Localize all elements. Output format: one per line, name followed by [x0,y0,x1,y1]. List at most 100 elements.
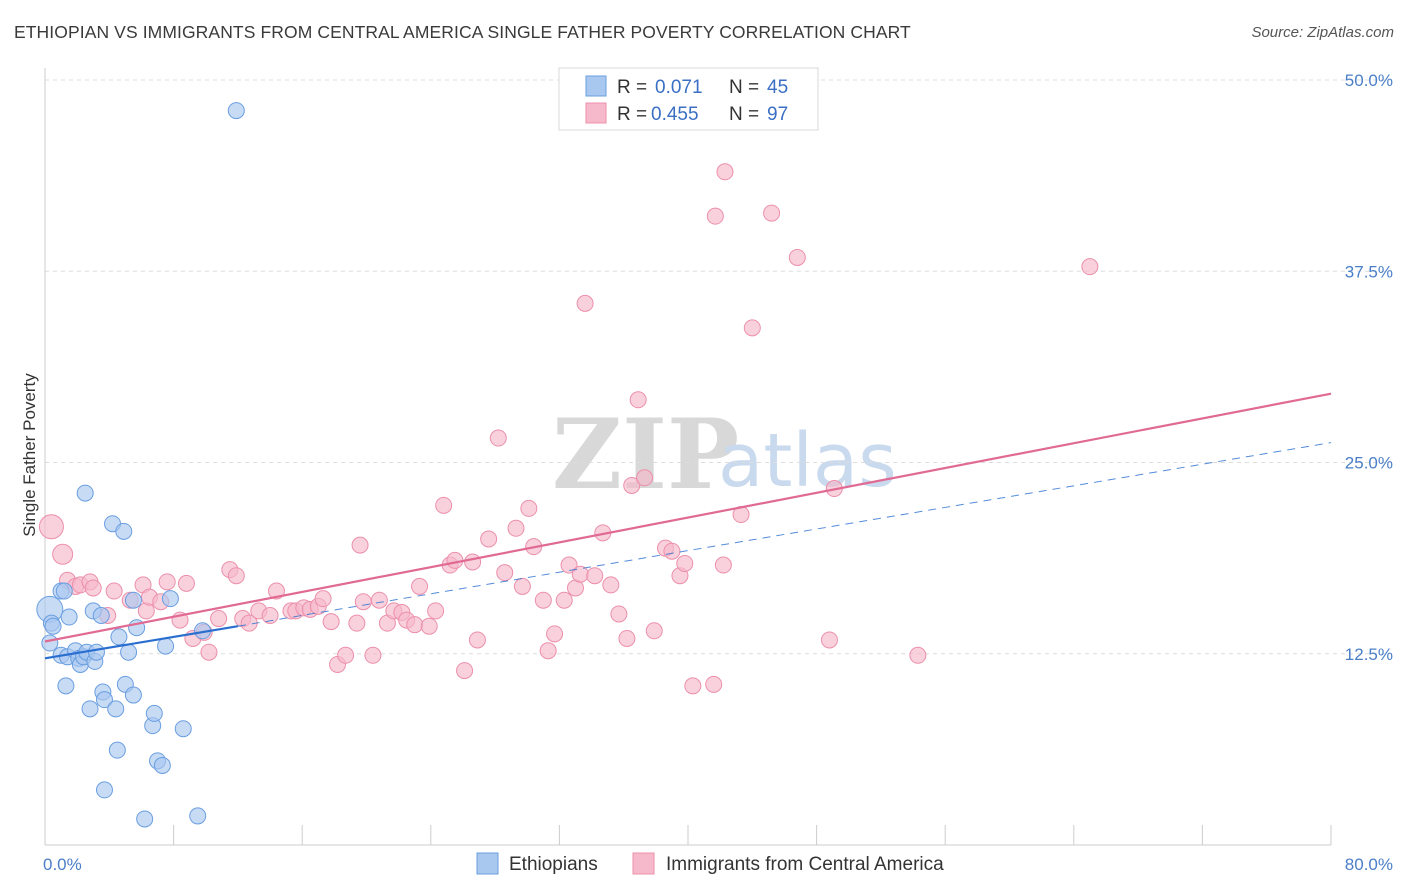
point-ethiopians [120,643,138,661]
point-central-america [314,590,332,608]
point-central-america [763,204,781,222]
point-central-america [52,543,74,565]
legend-swatch-central-america [585,102,607,124]
point-central-america [261,607,279,624]
point-ethiopians [95,781,113,799]
point-ethiopians [227,102,245,120]
y-tick-label: 25.0% [1345,454,1393,473]
point-central-america [354,593,372,611]
point-central-america [435,496,453,514]
point-central-america [663,542,681,560]
point-ethiopians [157,637,175,655]
point-central-america [539,642,557,660]
point-central-america [227,567,245,585]
point-central-america [602,576,620,594]
point-central-america [560,556,578,574]
point-central-america [411,577,429,595]
legend-n-value: 45 [767,77,788,98]
point-ethiopians [81,700,99,718]
tick-labels: 12.5% 25.0% 37.5% 50.0% 0.0% 80.0% [43,71,1393,874]
point-central-america [480,530,498,548]
x-tick-label: 0.0% [43,855,82,874]
point-central-america [158,573,176,591]
point-central-america [105,582,123,600]
point-central-america [576,294,594,312]
legend-n-label: N = [729,77,759,98]
point-central-america [716,163,734,181]
point-central-america [788,248,806,266]
point-ethiopians [44,617,62,635]
point-central-america [684,677,702,695]
legend-r-value: 0.071 [655,77,703,98]
point-ethiopians [87,643,105,661]
point-ethiopians [174,720,192,738]
point-ethiopians [55,582,73,600]
legend-label-central-america: Immigrants from Central America [666,854,944,875]
watermark: ZIP atlas [552,398,897,511]
point-central-america [513,577,531,595]
stats-legend: R = 0.071 N = 45 R = 0.455 N = 97 [558,67,819,131]
watermark-atlas: atlas [718,418,897,504]
y-tick-label: 37.5% [1345,262,1393,281]
point-central-america [909,646,927,664]
legend-r-label: R = [617,104,647,125]
points-layer [36,102,1099,828]
point-central-america [1081,258,1099,276]
series-legend: Ethiopians Immigrants from Central Ameri… [476,852,944,875]
point-ethiopians [136,810,154,828]
point-ethiopians [41,634,59,652]
point-central-america [714,556,732,574]
point-central-america [636,469,654,487]
point-central-america [520,499,538,517]
point-central-america [406,616,424,634]
legend-swatch-ethiopians [585,75,607,97]
point-central-america [555,591,573,609]
point-central-america [618,629,636,647]
point-ethiopians [60,608,78,626]
point-ethiopians [124,686,142,704]
point-ethiopians [108,741,126,759]
point-central-america [322,613,340,631]
point-central-america [820,631,838,649]
legend-n-label: N = [729,104,759,125]
point-ethiopians [92,607,110,624]
point-central-america [427,602,445,620]
point-central-america [496,564,514,582]
legend-label-ethiopians: Ethiopians [509,854,598,875]
point-central-america [645,622,663,640]
point-ethiopians [115,522,133,540]
y-tick-label: 50.0% [1345,71,1393,90]
chart-source: Source: ZipAtlas.com [1251,24,1394,41]
legend-swatch-ethiopians [476,852,499,875]
point-central-america [177,574,195,592]
point-central-america [743,319,761,337]
point-central-america [364,646,382,664]
point-ethiopians [153,756,171,774]
point-central-america [456,662,474,680]
watermark-zip: ZIP [552,398,739,511]
point-central-america [676,554,694,572]
legend-r-label: R = [617,77,647,98]
axes [44,68,1332,846]
point-ethiopians [107,700,125,718]
point-central-america [348,614,366,632]
point-central-america [137,602,155,620]
point-ethiopians [189,807,207,825]
point-central-america [200,643,218,661]
point-ethiopians [161,590,179,608]
trendline-ethiopians [44,625,239,660]
point-central-america [546,625,564,643]
point-central-america [84,579,102,597]
point-central-america [337,646,355,664]
point-ethiopians [110,628,128,646]
legend-r-value: 0.455 [651,104,699,125]
point-central-america [351,536,369,554]
point-ethiopians [145,704,163,722]
point-central-america [420,617,438,635]
legend-n-value: 97 [767,104,788,125]
point-central-america [464,553,482,571]
point-central-america [507,519,525,537]
point-ethiopians [124,591,142,609]
point-central-america [468,631,486,649]
